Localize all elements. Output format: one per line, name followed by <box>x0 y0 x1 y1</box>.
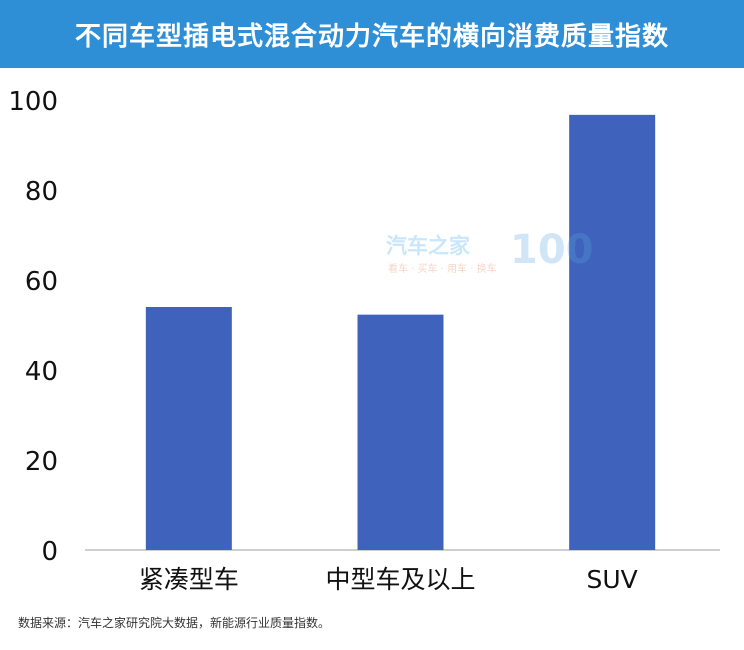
y-tick-label: 20 <box>25 447 58 477</box>
y-tick-label: 100 <box>8 87 58 117</box>
x-tick-label: 中型车及以上 <box>325 565 475 594</box>
bar <box>357 314 444 550</box>
bar-chart: 0 20 40 60 80 100 紧凑型车 中型车及以上 SUV <box>8 87 720 594</box>
y-tick-label: 40 <box>25 357 58 387</box>
x-tick-label: 紧凑型车 <box>139 565 239 594</box>
bar <box>145 307 232 550</box>
chart-area: 0 20 40 60 80 100 紧凑型车 中型车及以上 SUV <box>0 68 744 608</box>
title-bar: 不同车型插电式混合动力汽车的横向消费质量指数 <box>0 0 744 68</box>
y-tick-label: 80 <box>25 177 58 207</box>
chart-title: 不同车型插电式混合动力汽车的横向消费质量指数 <box>74 21 669 52</box>
bar <box>569 114 656 550</box>
x-tick-label: SUV <box>587 565 638 594</box>
source-note: 数据来源：汽车之家研究院大数据，新能源行业质量指数。 <box>18 616 331 630</box>
y-tick-label: 60 <box>25 267 58 297</box>
y-tick-label: 0 <box>41 537 58 567</box>
